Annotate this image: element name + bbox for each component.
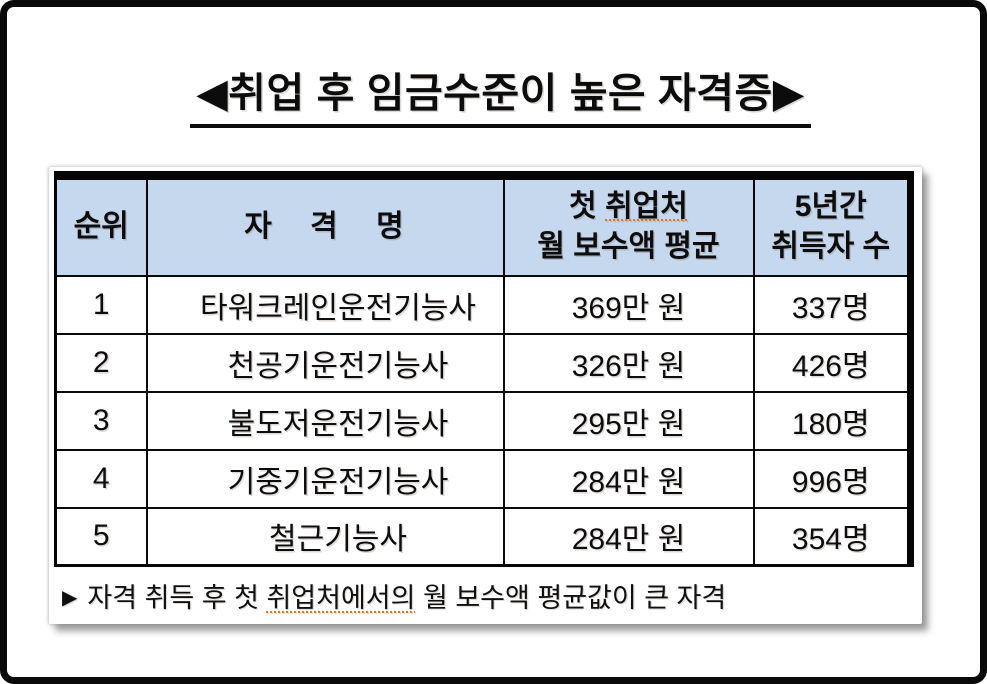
cell-count: 180명	[752, 390, 912, 451]
header-count-line2: 취득자 수	[771, 230, 891, 264]
table-row: 3 불도저운전기능사 295만 원 180명	[54, 390, 912, 451]
cell-name: 천공기운전기능사	[145, 332, 505, 393]
cell-rank: 3	[54, 390, 148, 451]
cell-rank: 5	[54, 506, 148, 567]
title-container: ◀취업 후 임금수준이 높은 자격증▶	[7, 59, 987, 128]
cell-name: 기중기운전기능사	[145, 448, 505, 509]
header-pay-line1-prefix: 첫	[569, 189, 606, 223]
cell-pay: 369만 원	[502, 274, 755, 335]
table-header: 순위 자 격 명 첫 취업처 월 보수액 평균 5년간 취득자 수	[54, 174, 912, 277]
footnote: ▶ 자격 취득 후 첫 취업처에서의 월 보수액 평균값이 큰 자격	[62, 576, 902, 615]
header-pay-line1-squiggle: 취업처	[605, 189, 688, 223]
header-count: 5년간 취득자 수	[752, 174, 912, 277]
cell-name: 불도저운전기능사	[145, 390, 505, 451]
cell-count: 354명	[752, 506, 912, 567]
header-pay: 첫 취업처 월 보수액 평균	[502, 174, 755, 277]
cell-name: 타워크레인운전기능사	[145, 274, 505, 335]
header-name: 자 격 명	[145, 174, 505, 277]
table-panel: 순위 자 격 명 첫 취업처 월 보수액 평균 5년간 취득자 수 1 타워크레…	[49, 167, 922, 624]
cell-count: 426명	[752, 332, 912, 393]
cell-name: 철근기능사	[145, 506, 505, 567]
table-row: 4 기중기운전기능사 284만 원 996명	[54, 448, 912, 509]
footnote-squiggle: 취업처에서의	[266, 583, 416, 613]
table-body: 1 타워크레인운전기능사 369만 원 337명 2 천공기운전기능사 326만…	[54, 274, 912, 567]
footnote-prefix: 자격 취득 후 첫	[87, 583, 267, 613]
table-row: 1 타워크레인운전기능사 369만 원 337명	[54, 274, 912, 335]
header-count-line1: 5년간	[794, 189, 867, 223]
header-row: 순위 자 격 명 첫 취업처 월 보수액 평균 5년간 취득자 수	[54, 174, 912, 277]
table-row: 2 천공기운전기능사 326만 원 426명	[54, 332, 912, 393]
cell-pay: 295만 원	[502, 390, 755, 451]
footnote-suffix: 월 보수액 평균값이 큰 자격	[415, 583, 727, 613]
certification-table: 순위 자 격 명 첫 취업처 월 보수액 평균 5년간 취득자 수 1 타워크레…	[54, 171, 914, 567]
cell-count: 337명	[752, 274, 912, 335]
cell-rank: 1	[54, 274, 148, 335]
table-row: 5 철근기능사 284만 원 354명	[54, 506, 912, 567]
cell-rank: 4	[54, 448, 148, 509]
cell-pay: 326만 원	[502, 332, 755, 393]
header-pay-line2: 월 보수액 평균	[537, 230, 720, 264]
cell-pay: 284만 원	[502, 448, 755, 509]
cell-pay: 284만 원	[502, 506, 755, 567]
page-title: ◀취업 후 임금수준이 높은 자격증▶	[190, 59, 811, 128]
footnote-bullet-icon: ▶	[62, 587, 78, 609]
header-rank: 순위	[54, 174, 148, 277]
cell-count: 996명	[752, 448, 912, 509]
cell-rank: 2	[54, 332, 148, 393]
